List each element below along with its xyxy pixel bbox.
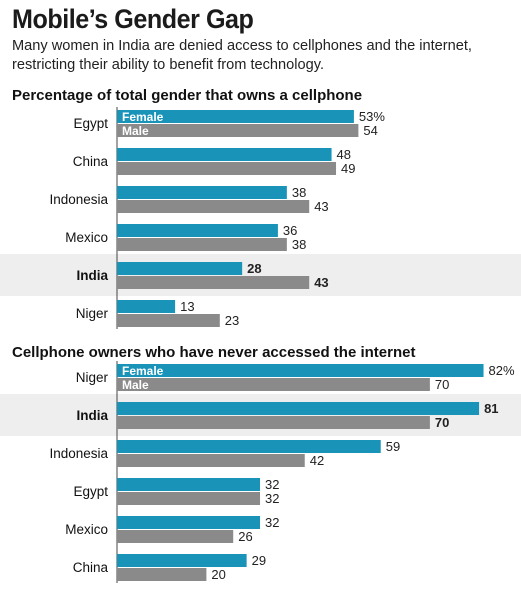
category-label-niger: Niger <box>76 306 109 321</box>
bar-male-mexico <box>117 238 287 251</box>
value-label-male-india: 43 <box>314 275 328 290</box>
value-label-female-india: 28 <box>247 261 261 276</box>
value-label-female-china: 48 <box>337 147 351 162</box>
category-label-mexico: Mexico <box>65 522 108 537</box>
section-title-2: Cellphone owners who have never accessed… <box>12 344 415 361</box>
value-label-female-niger: 13 <box>180 299 194 314</box>
value-label-male-india: 70 <box>435 415 449 430</box>
value-label-male-indonesia: 42 <box>310 453 324 468</box>
category-label-india: India <box>76 408 108 423</box>
legend-label-female: Female <box>122 364 164 378</box>
bar-male-indonesia <box>117 200 310 213</box>
category-label-egypt: Egypt <box>73 484 108 499</box>
bar-female-mexico <box>117 224 278 237</box>
bar-female-india <box>117 262 243 275</box>
value-label-female-indonesia: 59 <box>386 439 400 454</box>
value-label-male-mexico: 38 <box>292 237 306 252</box>
bar-male-egypt <box>117 124 359 137</box>
bar-male-india <box>117 416 430 429</box>
category-label-indonesia: Indonesia <box>49 192 108 207</box>
legend-label-male: Male <box>122 124 149 138</box>
value-label-male-china: 49 <box>341 161 355 176</box>
value-label-male-indonesia: 43 <box>314 199 328 214</box>
value-label-female-mexico: 32 <box>265 515 279 530</box>
category-label-mexico: Mexico <box>65 230 108 245</box>
value-label-female-china: 29 <box>252 553 266 568</box>
bar-female-niger <box>117 364 484 377</box>
value-label-male-china: 20 <box>211 567 225 582</box>
category-label-egypt: Egypt <box>73 116 108 131</box>
category-label-china: China <box>73 560 109 575</box>
value-label-female-mexico: 36 <box>283 223 297 238</box>
bar-female-egypt <box>117 478 261 491</box>
bar-male-egypt <box>117 492 261 505</box>
bar-female-niger <box>117 300 176 313</box>
value-label-female-egypt: 53% <box>359 109 385 124</box>
bar-male-indonesia <box>117 454 305 467</box>
category-label-china: China <box>73 154 109 169</box>
value-label-male-mexico: 26 <box>238 529 252 544</box>
bar-male-niger <box>117 378 430 391</box>
value-label-male-niger: 23 <box>225 313 239 328</box>
value-label-female-niger: 82% <box>489 363 515 378</box>
bar-male-mexico <box>117 530 234 543</box>
bar-male-china <box>117 568 207 581</box>
category-label-niger: Niger <box>76 370 109 385</box>
value-label-female-india: 81 <box>484 401 498 416</box>
category-label-indonesia: Indonesia <box>49 446 108 461</box>
bar-female-indonesia <box>117 186 287 199</box>
bar-male-niger <box>117 314 220 327</box>
bar-female-china <box>117 554 247 567</box>
legend-label-male: Male <box>122 378 149 392</box>
value-label-female-indonesia: 38 <box>292 185 306 200</box>
chart-subtitle: Many women in India are denied access to… <box>12 38 472 73</box>
section-title-1: Percentage of total gender that owns a c… <box>12 87 362 104</box>
bar-male-india <box>117 276 310 289</box>
bar-male-china <box>117 162 337 175</box>
bar-female-india <box>117 402 480 415</box>
chart-title: Mobile’s Gender Gap <box>12 4 254 34</box>
bar-female-indonesia <box>117 440 381 453</box>
value-label-male-egypt: 54 <box>363 123 377 138</box>
bar-female-egypt <box>117 110 354 123</box>
value-label-male-egypt: 32 <box>265 491 279 506</box>
bar-female-china <box>117 148 332 161</box>
bar-female-mexico <box>117 516 261 529</box>
category-label-india: India <box>76 268 108 283</box>
legend-label-female: Female <box>122 110 164 124</box>
value-label-male-niger: 70 <box>435 377 449 392</box>
value-label-female-egypt: 32 <box>265 477 279 492</box>
